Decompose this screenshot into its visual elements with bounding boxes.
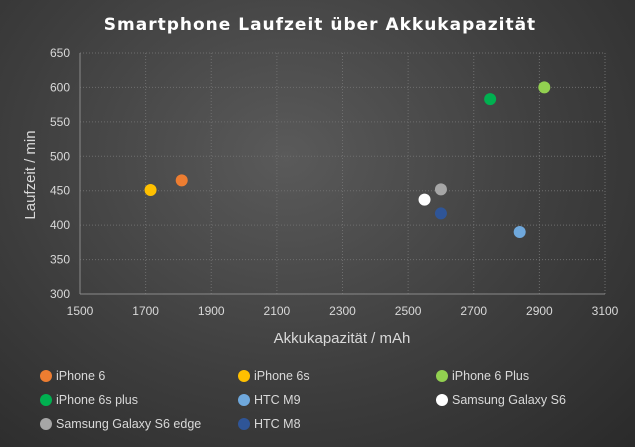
x-tick-label: 2100	[264, 304, 291, 318]
legend: iPhone 6 iPhone 6s iPhone 6 Plus iPhone 6s …	[40, 368, 630, 432]
grid	[79, 52, 606, 295]
legend-marker	[436, 370, 448, 382]
data-point	[484, 93, 497, 106]
legend-label: HTC M9	[254, 393, 301, 407]
y-tick-label: 450	[50, 184, 70, 198]
legend-marker	[40, 370, 52, 382]
y-axis-title: Laufzeit / min	[22, 130, 39, 219]
legend-label: iPhone 6 Plus	[452, 369, 530, 383]
data-point	[538, 81, 551, 94]
x-tick-label: 2900	[526, 304, 553, 318]
data-point	[434, 183, 447, 196]
data-points	[144, 81, 551, 239]
legend-item: HTC M9	[238, 392, 436, 408]
x-axis-title: Akkukapazität / mAh	[274, 330, 411, 347]
chart-title: Smartphone Laufzeit über Akkukapazität	[104, 15, 536, 35]
legend-marker	[436, 394, 448, 406]
legend-item: Samsung Galaxy S6	[436, 392, 630, 408]
y-tick-label: 650	[50, 46, 70, 60]
legend-label: iPhone 6	[56, 369, 106, 383]
x-tick-label: 1500	[67, 304, 94, 318]
x-tick-label: 3100	[592, 304, 619, 318]
legend-item: iPhone 6 Plus	[436, 368, 630, 384]
legend-item: HTC M8	[238, 416, 436, 432]
data-point	[434, 207, 447, 220]
x-tick-label: 1900	[198, 304, 225, 318]
legend-item: iPhone 6	[40, 368, 238, 384]
x-axis-ticks: 1500 1700 1900 2100 2300 2500 2700 2900 3100	[67, 304, 619, 318]
x-tick-label: 2700	[460, 304, 487, 318]
legend-marker	[238, 418, 250, 430]
y-tick-label: 550	[50, 115, 70, 129]
data-point	[144, 184, 157, 197]
data-point	[418, 193, 431, 206]
y-tick-label: 500	[50, 149, 70, 163]
y-tick-label: 350	[50, 253, 70, 267]
data-point	[513, 226, 526, 239]
legend-label: HTC M8	[254, 417, 301, 431]
data-point	[175, 174, 188, 187]
y-tick-label: 300	[50, 287, 70, 301]
legend-marker	[40, 394, 52, 406]
legend-label: iPhone 6s	[254, 369, 310, 383]
legend-marker	[238, 394, 250, 406]
legend-item: iPhone 6s plus	[40, 392, 238, 408]
legend-item: Samsung Galaxy S6 edge	[40, 416, 238, 432]
legend-label: iPhone 6s plus	[56, 393, 139, 407]
legend-label: Samsung Galaxy S6 edge	[56, 417, 202, 431]
x-tick-label: 2500	[395, 304, 422, 318]
legend-marker	[238, 370, 250, 382]
y-tick-label: 600	[50, 80, 70, 94]
legend-label: Samsung Galaxy S6	[452, 393, 566, 407]
y-axis-ticks: 300 350 400 450 500 550 600 650	[50, 46, 70, 301]
x-tick-label: 2300	[329, 304, 356, 318]
y-tick-label: 400	[50, 218, 70, 232]
x-tick-label: 1700	[132, 304, 159, 318]
legend-item: iPhone 6s	[238, 368, 436, 384]
legend-marker	[40, 418, 52, 430]
